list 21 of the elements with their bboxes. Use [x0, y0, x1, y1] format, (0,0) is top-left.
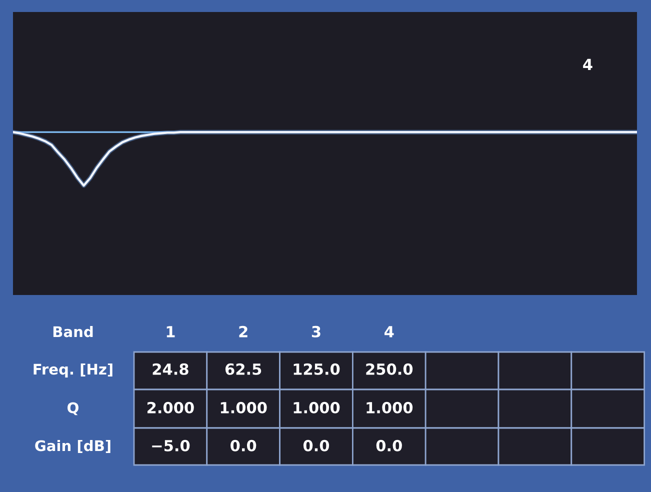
text: 0.0 — [230, 440, 256, 452]
text: 0.0 — [376, 440, 402, 452]
text: 2 — [239, 326, 248, 338]
text: 1 — [166, 326, 175, 338]
text: 1.000 — [366, 402, 413, 414]
text: 250.0 — [366, 363, 413, 375]
text: Band — [53, 326, 93, 338]
text: 3 — [312, 326, 320, 338]
text: 0.0 — [303, 440, 330, 452]
text: Q — [68, 402, 78, 416]
text: 4 — [384, 326, 394, 338]
text: 4 — [583, 58, 592, 70]
text: 2.000 — [147, 402, 194, 414]
text: 1.000 — [294, 402, 340, 414]
text: 125.0 — [294, 363, 340, 375]
text: 24.8 — [152, 363, 188, 375]
text: 1.000 — [220, 402, 267, 414]
text: Gain [dB] — [35, 440, 110, 453]
text: Freq. [Hz] — [34, 363, 112, 378]
text: 62.5 — [225, 363, 262, 375]
text: −5.0 — [152, 440, 190, 452]
